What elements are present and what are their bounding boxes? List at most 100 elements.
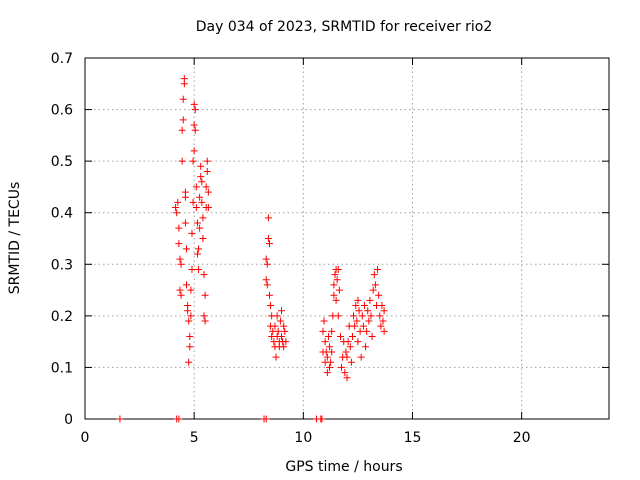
data-point [179,95,187,103]
data-point [192,204,200,212]
data-point [183,281,191,289]
data-point [186,343,194,351]
data-point [342,348,350,356]
data-point [356,327,364,335]
data-point [351,322,359,330]
data-point [190,121,198,129]
data-point [173,209,181,217]
data-point [326,343,334,351]
data-point [187,312,195,320]
data-point [318,415,326,423]
data-point [262,415,270,423]
data-point [276,317,284,325]
data-point [191,126,199,134]
data-point [359,322,367,330]
plot-frame [84,57,610,420]
data-point [267,302,275,310]
data-point [264,214,272,222]
data-point [380,307,388,315]
data-point [334,312,342,320]
data-point [280,343,288,351]
data-point [379,317,387,325]
data-point [344,338,352,346]
data-point [370,271,378,279]
data-point [184,307,192,315]
data-point [196,224,204,232]
data-point [190,100,198,108]
data-point [192,183,200,191]
x-tick-label: 10 [294,430,312,446]
y-tick-label: 0.1 [51,360,73,376]
y-axis-ticks: 0 0.1 0.2 0.3 0.4 0.5 0.6 0.7 [51,51,609,428]
data-point [265,291,273,299]
data-point [172,204,180,212]
data-point [358,312,366,320]
data-point [175,415,183,423]
data-point [380,327,388,335]
data-point [263,281,271,289]
data-point [195,265,203,273]
data-point [352,302,360,310]
data-point [181,219,189,227]
data-point [188,229,196,237]
data-point [188,265,196,273]
data-point [116,415,124,423]
data-point [203,157,211,165]
data-point [263,260,271,268]
x-axis-label: GPS time / hours [285,459,402,475]
data-point [346,343,354,351]
x-axis-ticks: 0 5 10 15 20 [81,58,531,446]
data-point [204,204,212,212]
data-point [177,260,185,268]
data-point [189,198,197,206]
x-tick-label: 0 [81,430,90,446]
y-tick-label: 0 [64,412,73,428]
data-point [320,317,328,325]
y-tick-label: 0.2 [51,309,73,325]
data-point [204,188,212,196]
data-point [355,307,363,315]
data-point [177,291,185,299]
data-point [189,157,197,165]
data-point [328,327,336,335]
data-point [183,245,191,253]
data-point [265,240,273,248]
data-point [348,332,356,340]
data-point [336,332,344,340]
data-point [365,317,373,325]
data-point [181,193,189,201]
data-point [175,240,183,248]
data-point [175,224,183,232]
data-point [278,332,285,340]
data-point [191,106,199,114]
y-tick-label: 0.6 [51,103,73,119]
data-point [174,198,182,206]
data-point [330,291,338,299]
data-point [180,75,188,83]
y-tick-label: 0.7 [51,51,73,67]
data-point [203,167,211,175]
data-point [371,281,379,289]
data-point [323,353,331,361]
x-tick-label: 20 [513,430,531,446]
data-point [354,338,362,346]
data-points [116,75,388,423]
data-point [341,369,349,377]
data-point [264,235,272,242]
x-tick-label: 5 [190,430,199,446]
axes [84,57,610,420]
data-point [271,322,279,330]
data-point [321,338,329,346]
data-point [331,271,339,279]
data-point [187,286,195,294]
data-point [364,307,372,315]
data-point [197,173,205,181]
data-point [262,255,270,263]
data-point [378,302,386,310]
data-point [201,317,209,325]
grid [85,58,609,419]
data-point [324,332,332,340]
data-point [196,193,204,201]
